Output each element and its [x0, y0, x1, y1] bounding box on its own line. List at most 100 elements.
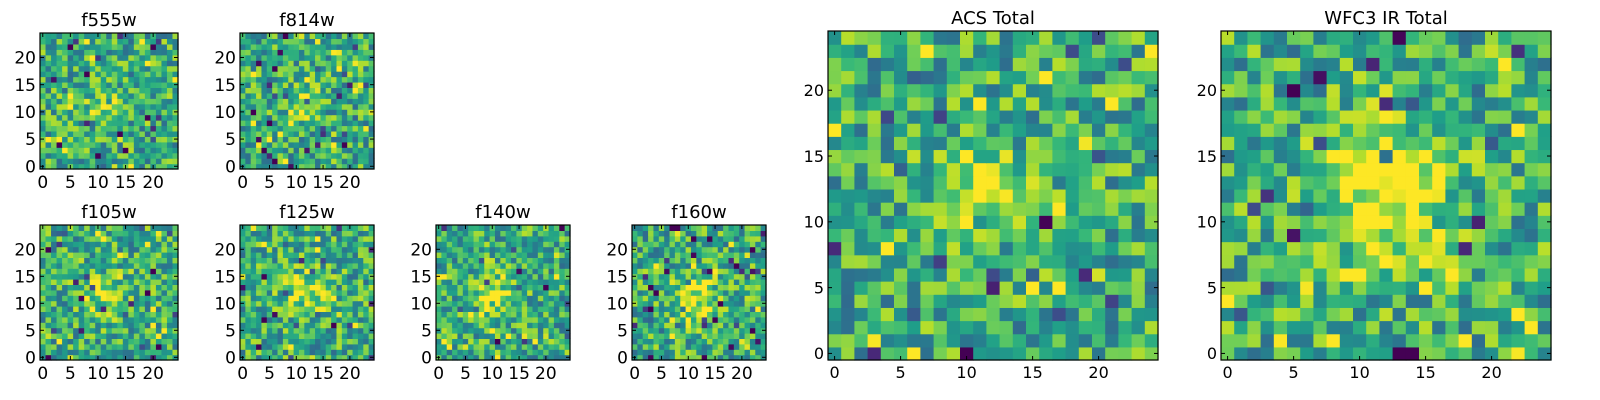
heatmap-cell — [658, 349, 665, 356]
heatmap-cell — [760, 241, 767, 248]
heatmap-cell — [973, 136, 987, 151]
heatmap-cell — [161, 289, 168, 296]
heatmap-cell — [266, 289, 273, 296]
heatmap-cell — [341, 289, 348, 296]
heatmap-cell — [527, 279, 534, 285]
heatmap-cell — [1105, 215, 1119, 229]
heatmap-cell — [272, 54, 279, 61]
heatmap-cell — [707, 333, 713, 339]
heatmap-cell — [122, 54, 129, 61]
heatmap-cell — [441, 343, 448, 350]
heatmap-cell — [701, 311, 708, 318]
heatmap-cell — [505, 262, 512, 269]
heatmap-cell — [51, 311, 58, 318]
heatmap-cell — [696, 279, 703, 285]
heatmap-cell — [973, 57, 987, 72]
heatmap-cell — [446, 235, 453, 242]
heatmap-cell — [1313, 320, 1328, 335]
heatmap-cell — [1026, 123, 1040, 137]
heatmap-cell — [331, 230, 338, 237]
heatmap-cell — [84, 103, 91, 110]
heatmap-cell — [73, 284, 80, 291]
heatmap-cell — [261, 141, 268, 148]
heatmap-cell — [62, 87, 69, 94]
heatmap-cell — [100, 333, 107, 339]
heatmap-cell — [1458, 228, 1473, 243]
heatmap-cell — [304, 130, 311, 137]
heatmap-cell — [100, 246, 107, 253]
heatmap-cell — [245, 147, 252, 154]
heatmap-cell — [1537, 307, 1552, 322]
heatmap-cell — [680, 295, 687, 302]
heatmap-cell — [95, 257, 102, 264]
heatmap-cell — [828, 307, 842, 322]
heatmap-cell — [363, 257, 370, 264]
heatmap-cell — [505, 235, 512, 242]
heatmap-cell — [78, 311, 85, 318]
heatmap-cell — [1221, 149, 1235, 164]
heatmap-cell — [261, 114, 268, 121]
heatmap-cell — [341, 38, 348, 45]
heatmap-cell — [282, 120, 289, 127]
heatmap-cell — [723, 295, 730, 302]
heatmap-cell — [166, 38, 174, 45]
heatmap-cell — [357, 60, 364, 67]
heatmap-cell — [1300, 188, 1314, 203]
heatmap-cell — [986, 333, 1001, 348]
heatmap-cell — [117, 257, 124, 264]
heatmap-cell — [166, 130, 174, 137]
heatmap-cell — [867, 175, 882, 190]
heatmap-cell — [56, 109, 63, 116]
heatmap-cell — [282, 246, 289, 253]
heatmap-cell — [658, 306, 665, 312]
heatmap-cell — [111, 235, 118, 242]
heatmap-cell — [89, 43, 96, 50]
heatmap-cell — [56, 65, 63, 72]
heatmap-cell — [527, 289, 534, 296]
heatmap-cell — [106, 60, 113, 67]
heatmap-cell — [40, 262, 47, 269]
heatmap-cell — [240, 43, 246, 50]
heatmap-cell — [106, 158, 113, 165]
heatmap-cell — [341, 120, 348, 127]
heatmap-cell — [122, 349, 129, 356]
y-tick-label: 0 — [814, 344, 824, 363]
heatmap-cell — [78, 268, 85, 275]
heatmap-cell — [89, 76, 96, 83]
heatmap-cell — [331, 163, 338, 170]
heatmap-cell — [315, 354, 321, 361]
heatmap-cell — [309, 141, 316, 148]
heatmap-cell — [150, 38, 157, 45]
heatmap-cell — [999, 294, 1014, 308]
heatmap-cell — [51, 98, 58, 105]
heatmap-cell — [999, 254, 1014, 269]
x-tick-label: 15 — [115, 364, 137, 384]
heatmap-cell — [106, 300, 113, 307]
heatmap-cell — [744, 246, 751, 253]
heatmap-cell — [933, 346, 948, 361]
heatmap-cell — [880, 346, 895, 361]
heatmap-cell — [946, 175, 961, 190]
heatmap-cell — [304, 76, 311, 83]
heatmap-cell — [261, 92, 268, 99]
heatmap-cell — [1247, 307, 1262, 322]
heatmap-cell — [172, 33, 179, 40]
heatmap-cell — [315, 109, 321, 116]
heatmap-cell — [272, 76, 279, 83]
heatmap-cell — [739, 235, 746, 242]
heatmap-cell — [272, 98, 279, 105]
heatmap-cell — [1092, 294, 1106, 308]
heatmap-cell — [325, 49, 332, 56]
heatmap-cell — [293, 279, 300, 285]
heatmap-cell — [261, 103, 268, 110]
heatmap-cell — [712, 333, 719, 339]
heatmap-cell — [511, 333, 517, 339]
heatmap-cell — [166, 60, 174, 67]
heatmap-cell — [999, 70, 1014, 85]
heatmap-cell — [717, 338, 724, 345]
heatmap-cell — [67, 279, 74, 285]
heatmap-cell — [1273, 241, 1288, 256]
heatmap-cell — [920, 136, 935, 151]
heatmap-cell — [73, 130, 80, 137]
heatmap-cell — [1524, 228, 1539, 243]
